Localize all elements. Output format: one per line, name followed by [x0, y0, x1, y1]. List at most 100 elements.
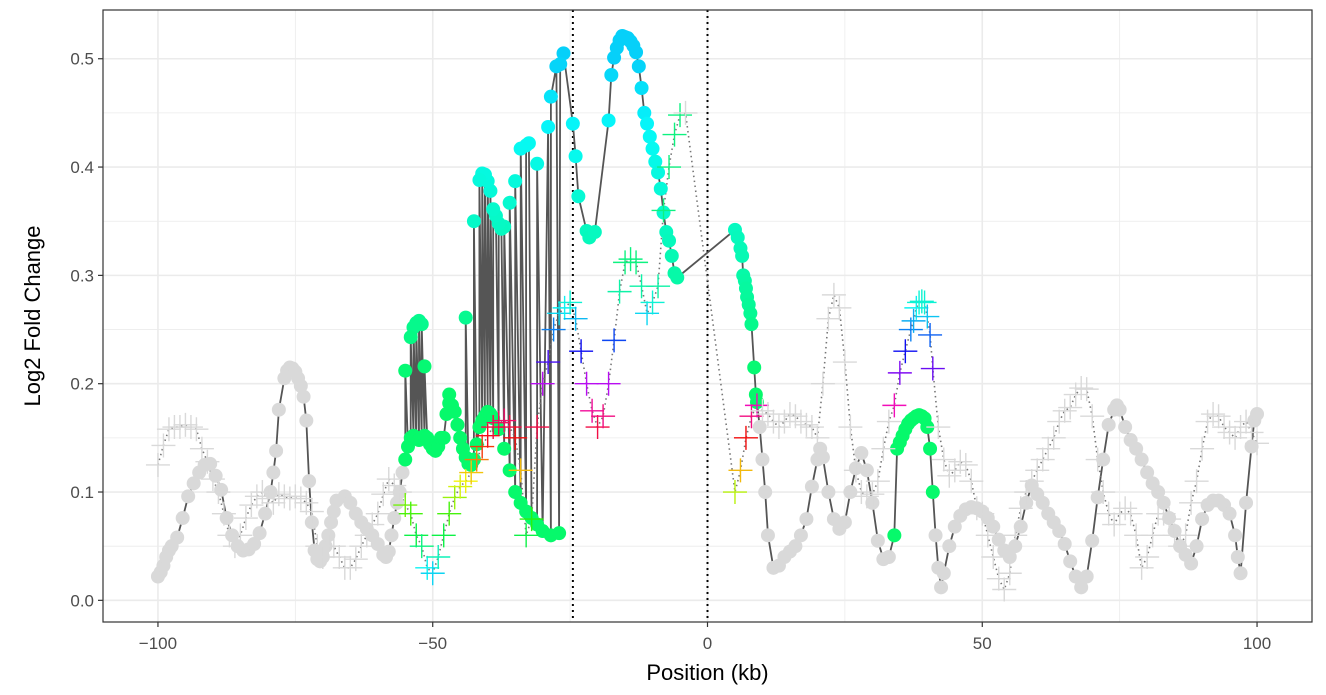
data-point-plus: [1080, 404, 1105, 429]
data-point-circle: [1079, 569, 1094, 584]
data-point-plus: [398, 501, 423, 526]
data-point-plus: [728, 458, 753, 483]
data-point-circle: [1230, 550, 1245, 565]
data-point-plus: [970, 501, 995, 526]
data-point-circle: [556, 46, 571, 61]
data-point-circle: [986, 519, 1001, 534]
data-point-plus: [580, 398, 605, 423]
data-point-circle: [1195, 512, 1210, 527]
data-point-circle: [1239, 495, 1254, 510]
data-point-circle: [881, 550, 896, 565]
data-point-plus: [668, 103, 693, 128]
data-point-plus: [981, 545, 1006, 570]
data-point-plus: [1118, 501, 1143, 526]
data-point-circle: [403, 330, 418, 345]
data-point-plus: [1085, 447, 1110, 472]
data-point-plus: [1190, 436, 1215, 461]
data-point-circle: [1052, 524, 1067, 539]
data-point-plus: [184, 417, 209, 442]
data-point-circle: [497, 441, 512, 456]
data-point-plus: [343, 547, 368, 572]
data-point-circle: [942, 539, 957, 554]
data-point-circle: [662, 233, 677, 248]
data-point-circle: [247, 537, 262, 552]
data-point-plus: [750, 398, 775, 423]
data-point-circle: [398, 363, 413, 378]
data-point-circle: [252, 526, 267, 541]
data-point-plus: [1245, 431, 1270, 456]
data-point-plus: [1069, 376, 1094, 401]
data-point-plus: [195, 449, 220, 474]
data-point-plus: [189, 436, 214, 461]
data-point-plus: [1217, 420, 1242, 445]
data-point-plus: [1019, 469, 1044, 494]
data-point-circle: [1002, 550, 1017, 565]
data-point-circle: [804, 479, 819, 494]
data-point-plus: [426, 545, 451, 570]
data-point-plus: [541, 317, 566, 342]
data-point-circle: [271, 402, 286, 417]
data-point-circle: [744, 317, 759, 332]
data-point-circle: [755, 452, 770, 467]
data-point-circle: [587, 225, 602, 240]
data-point-circle: [302, 474, 317, 489]
data-point-plus: [1074, 377, 1099, 402]
data-point-plus: [849, 480, 874, 505]
data-point-plus: [1157, 507, 1182, 532]
data-point-circle: [549, 59, 564, 74]
data-point-plus: [349, 534, 374, 559]
data-point-plus: [602, 328, 627, 353]
data-point-circle: [1233, 566, 1248, 581]
data-point-circle: [436, 430, 451, 445]
data-point-plus: [964, 496, 989, 521]
data-point-plus: [211, 501, 236, 526]
data-point-circle: [543, 89, 558, 104]
data-point-plus: [909, 289, 934, 314]
data-point-circle: [664, 248, 679, 263]
data-point-circle: [760, 528, 775, 543]
data-point-circle: [730, 230, 745, 245]
data-point-plus: [250, 480, 275, 505]
data-point-circle: [390, 495, 405, 510]
data-point-plus: [722, 480, 747, 505]
data-point-circle: [370, 537, 385, 552]
data-point-circle: [469, 437, 484, 452]
data-point-plus: [448, 474, 473, 499]
data-point-circle: [541, 119, 556, 134]
data-point-plus: [673, 100, 698, 125]
x-tick-label: 0: [703, 634, 712, 653]
data-point-plus: [843, 458, 868, 483]
data-point-circle: [799, 512, 814, 527]
data-point-circle: [324, 515, 339, 530]
data-point-circle: [640, 116, 655, 131]
data-point-plus: [387, 480, 412, 505]
data-point-plus: [876, 409, 901, 434]
data-point-plus: [563, 306, 588, 331]
data-point-circle: [326, 504, 341, 519]
data-point-plus: [777, 402, 802, 427]
data-point-plus: [508, 458, 533, 483]
data-point-circle: [925, 485, 940, 500]
data-point-circle: [947, 519, 962, 534]
data-point-plus: [558, 290, 583, 315]
data-point-circle: [571, 189, 586, 204]
data-point-circle: [637, 105, 652, 120]
data-point-plus: [640, 290, 665, 315]
data-point-circle: [384, 528, 399, 543]
data-point-plus: [222, 534, 247, 559]
data-point-circle: [442, 387, 457, 402]
data-point-circle: [293, 378, 308, 393]
data-point-circle: [508, 485, 523, 500]
data-point-plus: [409, 534, 434, 559]
data-point-circle: [752, 420, 767, 435]
axis-ticks: −100 −50 0 50 100 0.0 0.1 0.2 0.3 0.4 0.5: [70, 50, 1271, 653]
data-point-circle: [634, 80, 649, 95]
data-point-plus: [206, 480, 231, 505]
data-point-plus: [486, 410, 511, 435]
data-point-plus: [854, 484, 879, 509]
data-point-circle: [1151, 485, 1166, 500]
data-point-plus: [437, 501, 462, 526]
data-point-circle: [458, 310, 473, 325]
data-point-circle: [466, 214, 481, 229]
data-point-plus: [937, 463, 962, 488]
